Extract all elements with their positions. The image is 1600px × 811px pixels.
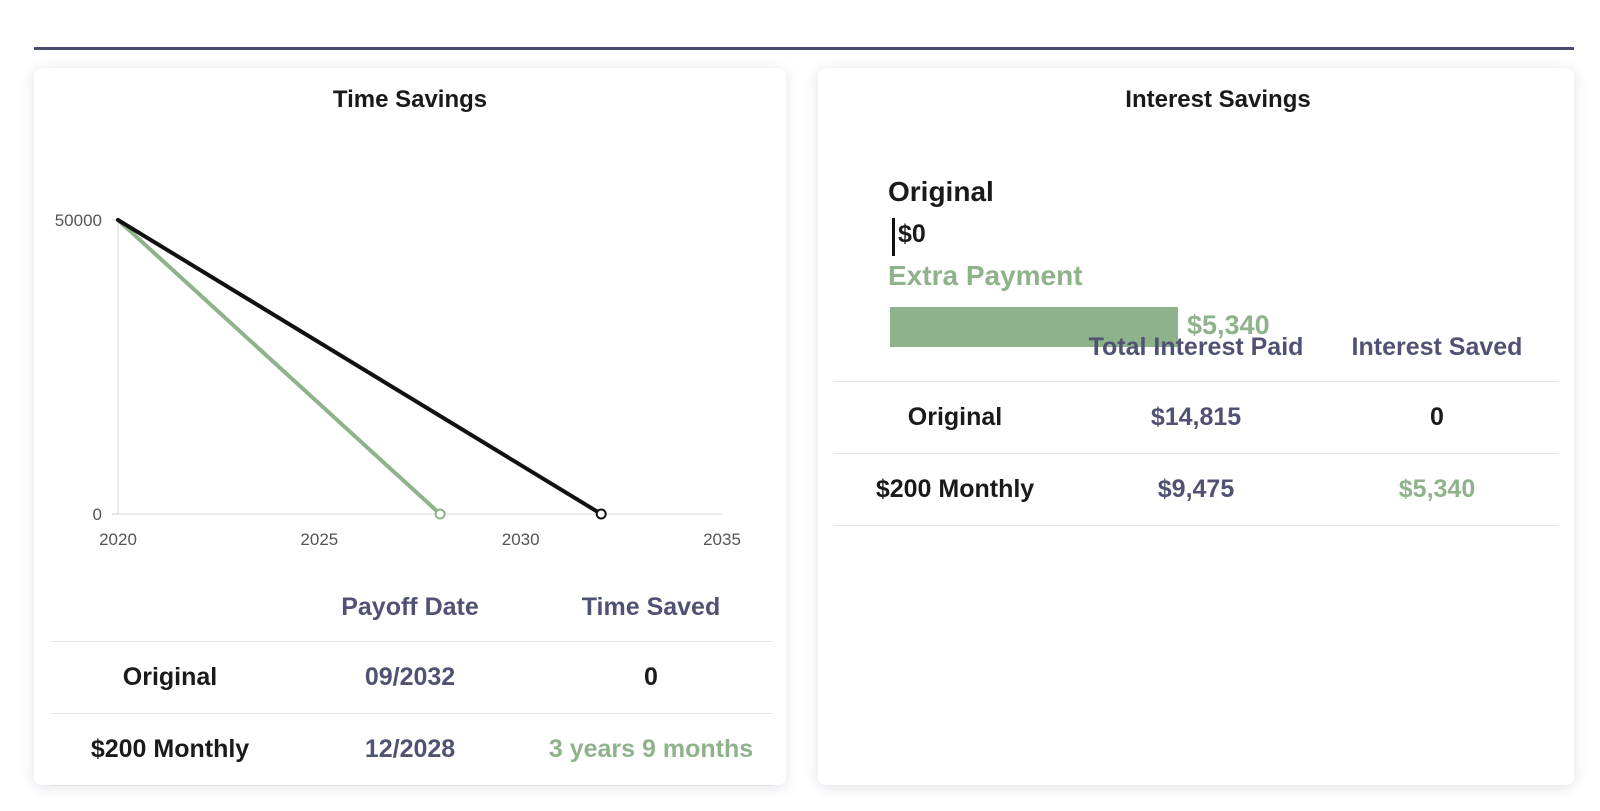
table-row: $200 Monthly 12/2028 3 years 9 months (50, 713, 772, 786)
row-label: $200 Monthly (50, 713, 290, 786)
payoff-date-cell: 09/2032 (290, 641, 530, 714)
x-tick-label: 2020 (99, 530, 137, 549)
time-savings-card: Time Savings 0 50000 2020 2025 2030 2035 Payo… (34, 68, 786, 786)
x-tick-label: 2025 (300, 530, 338, 549)
x-tick-label: 2035 (703, 530, 741, 549)
original-bar-label: Original (888, 176, 994, 207)
table-header-row: Total Interest Paid Interest Saved (834, 313, 1558, 382)
series-end-point (595, 508, 607, 520)
interest-saved-cell: 0 (1316, 381, 1558, 454)
table-row: $200 Monthly $9,475 $5,340 (834, 453, 1558, 526)
column-header-payoff-date: Payoff Date (290, 573, 530, 642)
interest-saved-cell: $5,340 (1316, 453, 1558, 526)
column-header (50, 573, 290, 642)
time-saved-cell: 3 years 9 months (530, 713, 772, 786)
interest-savings-title: Interest Savings (1125, 86, 1311, 113)
y-tick-label: 0 (93, 505, 102, 524)
series-line (116, 218, 443, 516)
extra-payment-bar-label: Extra Payment (888, 260, 1083, 291)
original-interest-bar (892, 218, 895, 256)
y-tick-label: 50000 (55, 211, 102, 230)
time-savings-title: Time Savings (332, 86, 488, 113)
total-interest-cell: $9,475 (1076, 453, 1316, 526)
column-header-total-interest: Total Interest Paid (1076, 313, 1316, 382)
column-header-time-saved: Time Saved (530, 573, 772, 642)
total-interest-cell: $14,815 (1076, 381, 1316, 454)
original-interest-value: $0 (898, 220, 926, 248)
column-header (834, 313, 1076, 382)
series-end-point (434, 508, 446, 520)
column-header-interest-saved: Interest Saved (1316, 313, 1558, 382)
table-row: Original $14,815 0 (834, 381, 1558, 454)
time-savings-table: Payoff Date Time Saved Original 09/2032 … (50, 573, 772, 786)
row-label: Original (834, 381, 1076, 454)
interest-savings-card: Interest Savings Original $0 Extra Payme… (818, 68, 1574, 785)
x-tick-label: 2030 (502, 530, 540, 549)
top-divider (34, 47, 1574, 50)
interest-savings-table: Total Interest Paid Interest Saved Origi… (834, 313, 1558, 526)
table-header-row: Payoff Date Time Saved (50, 573, 772, 642)
series-line (116, 218, 604, 516)
time-saved-cell: 0 (530, 641, 772, 714)
table-row: Original 09/2032 0 (50, 641, 772, 714)
row-label: $200 Monthly (834, 453, 1076, 526)
time-savings-chart: 0 50000 2020 2025 2030 2035 (55, 211, 741, 549)
row-label: Original (50, 641, 290, 714)
payoff-date-cell: 12/2028 (290, 713, 530, 786)
